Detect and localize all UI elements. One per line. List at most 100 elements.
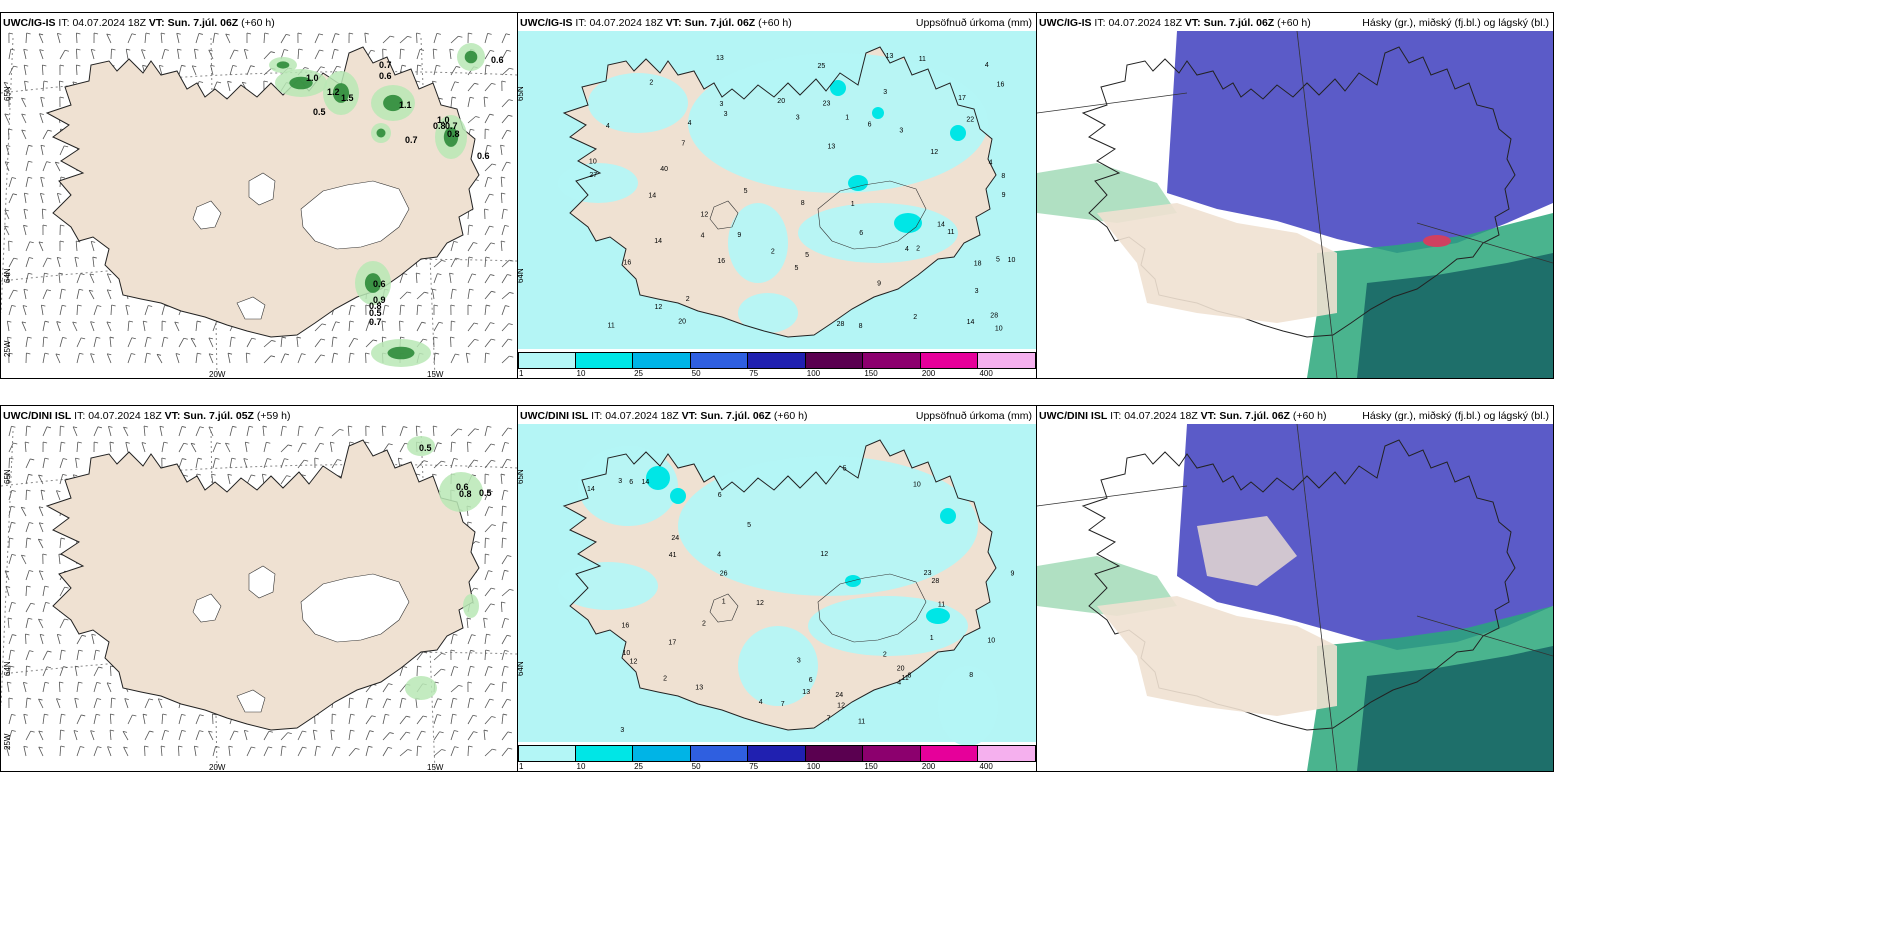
wind-barb-flag (509, 259, 514, 262)
wind-barb-flag (21, 113, 26, 116)
wind-barb-flag (452, 288, 457, 291)
gust-value: 0.5 (479, 488, 492, 498)
wind-barb-flag (500, 144, 505, 147)
precip-value: 2 (771, 249, 775, 256)
wind-barb-flag (46, 161, 51, 164)
wind-barb (365, 715, 373, 725)
wind-barb-flag (29, 570, 34, 572)
glacier (248, 172, 276, 206)
wind-barb-flag (197, 457, 203, 460)
wind-barb-flag (7, 336, 12, 339)
wind-barb (211, 474, 214, 485)
precip-value: 10 (1008, 257, 1016, 264)
wind-barb (8, 193, 14, 204)
wind-barb-flag (131, 337, 136, 340)
glacier (248, 565, 276, 599)
wind-barb-flag (489, 113, 494, 116)
wind-barb-flag (96, 713, 101, 716)
wind-barb (208, 353, 214, 364)
wind-barb (42, 336, 45, 348)
precip-value: 11 (902, 675, 909, 682)
wind-barb (109, 713, 112, 725)
precip-area (738, 293, 798, 333)
wind-barb (8, 305, 13, 316)
precip-value: 27 (589, 172, 597, 179)
wind-barb (399, 36, 408, 44)
wind-barb-flag (11, 177, 17, 179)
precip-area (798, 203, 958, 263)
wind-barb (484, 352, 487, 364)
wind-barb (244, 442, 248, 453)
wind-barb (416, 460, 425, 469)
wind-barb (314, 443, 321, 453)
wind-barb-flag (60, 224, 65, 227)
wind-barb-flag (467, 681, 473, 684)
wind-barb (5, 273, 10, 284)
wind-barb (75, 241, 78, 252)
wind-barb-flag (349, 320, 354, 323)
precip-value: 8 (907, 672, 911, 679)
wind-barb-flag (183, 337, 188, 340)
wind-barb-flag (78, 649, 83, 652)
wind-barb-flag (488, 570, 493, 572)
wind-barb-flag (434, 352, 440, 355)
wind-barb-flag (400, 48, 405, 51)
precip-value: 2 (649, 80, 653, 87)
wind-barb-flag (491, 459, 496, 462)
wind-barb (484, 666, 489, 677)
wind-barb-flag (76, 32, 81, 35)
wind-barb-flag (416, 80, 421, 83)
wind-barb (467, 289, 470, 300)
wind-barb (467, 322, 475, 332)
precip-value: 14 (967, 319, 975, 326)
wind-barb (433, 653, 442, 661)
wind-barb-flag (334, 48, 339, 51)
wind-barb-flag (244, 729, 249, 732)
wind-barb-flag (508, 323, 513, 325)
wind-barb (38, 618, 44, 629)
wind-barb (501, 115, 509, 124)
wind-barb-flag (441, 668, 446, 671)
wind-barb (399, 291, 408, 300)
wind-barb-flag (199, 426, 204, 429)
wind-barb (263, 32, 266, 44)
wind-barb (72, 426, 78, 437)
wind-barb-flag (320, 354, 325, 357)
wind-barb-flag (485, 649, 490, 652)
wind-barb-flag (28, 176, 33, 179)
wind-barb (157, 698, 163, 709)
wind-barb (93, 666, 99, 677)
wind-barb (4, 113, 10, 124)
wind-barb (433, 65, 437, 76)
wind-barb-flag (417, 304, 422, 307)
wind-barb (501, 459, 508, 469)
wind-barb (297, 442, 303, 453)
wind-barb-flag (407, 291, 412, 294)
wind-barb-flag (44, 457, 49, 460)
wind-barb-flag (62, 336, 67, 339)
wind-barb (450, 81, 456, 92)
wind-barb (466, 618, 469, 629)
wind-barb (21, 97, 27, 108)
gust-area (463, 594, 479, 618)
wind-barb-flag (111, 304, 116, 307)
wind-barb (56, 698, 61, 709)
wind-barb (21, 554, 27, 565)
wind-barb (23, 65, 27, 76)
lon-label-left: 25W (3, 340, 12, 357)
glacier (236, 296, 266, 320)
wind-barb (76, 353, 80, 364)
wind-barb (42, 602, 46, 613)
wind-barb-flag (441, 652, 446, 655)
wind-barb-flag (472, 714, 477, 717)
wind-barb (263, 340, 272, 348)
wind-barb-flag (483, 617, 488, 620)
wind-barb (25, 337, 29, 348)
wind-barb-flag (132, 714, 137, 717)
lat-label-bottom: 64N (3, 661, 12, 676)
wind-barb (484, 603, 492, 613)
wind-barb (280, 426, 284, 437)
wind-barb (144, 353, 148, 364)
wind-barb-flag (287, 732, 292, 735)
wind-barb-flag (449, 48, 454, 51)
